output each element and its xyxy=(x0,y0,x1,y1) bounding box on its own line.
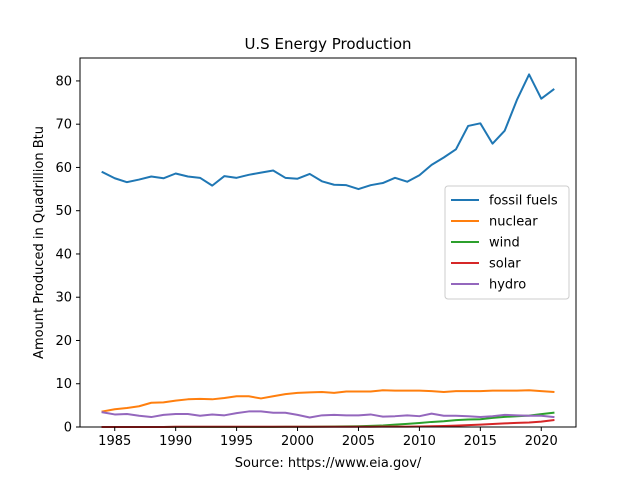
legend-label-nuclear: nuclear xyxy=(489,215,538,230)
y-axis-label: Amount Produced in Quadrillion Btu xyxy=(32,126,47,359)
plot-area: 1985 1990 1995 2000 2005 2010 2015 2020 0 10 20 30… xyxy=(55,57,577,449)
y-tick-label: 40 xyxy=(55,247,72,262)
y-tick-label: 80 xyxy=(55,74,72,89)
series-line-hydro xyxy=(101,410,555,419)
series-line-nuclear xyxy=(101,389,555,413)
x-tick-label: 2020 xyxy=(525,434,558,449)
legend-label-hydro: hydro xyxy=(489,278,526,293)
y-axis: 0 10 20 30 40 50 60 70 80 xyxy=(55,74,80,436)
x-axis-label: Source: https://www.eia.gov/ xyxy=(235,456,422,471)
chart-title: U.S Energy Production xyxy=(244,35,411,53)
y-tick-label: 20 xyxy=(55,334,72,349)
y-tick-label: 50 xyxy=(55,204,72,219)
x-tick-label: 2005 xyxy=(342,434,375,449)
x-tick-label: 1990 xyxy=(159,434,192,449)
legend-label-wind: wind xyxy=(489,236,520,251)
x-tick-label: 2015 xyxy=(464,434,497,449)
axes-frame xyxy=(79,57,577,428)
legend-label-fossil-fuels: fossil fuels xyxy=(489,194,558,209)
y-tick-label: 60 xyxy=(55,161,72,176)
series-line-fossil-fuels xyxy=(101,73,555,191)
x-tick-label: 2000 xyxy=(281,434,314,449)
x-tick-label: 1995 xyxy=(220,434,253,449)
y-tick-label: 0 xyxy=(64,421,72,436)
legend-box xyxy=(444,185,570,300)
y-tick-label: 30 xyxy=(55,291,72,306)
x-tick-label: 1985 xyxy=(98,434,131,449)
legend: fossil fuels nuclear wind solar hydro xyxy=(444,185,570,300)
x-tick-label: 2010 xyxy=(403,434,436,449)
y-tick-label: 10 xyxy=(55,377,72,392)
y-tick-label: 70 xyxy=(55,118,72,133)
x-axis: 1985 1990 1995 2000 2005 2010 2015 2020 xyxy=(98,427,558,449)
legend-label-solar: solar xyxy=(489,257,521,272)
